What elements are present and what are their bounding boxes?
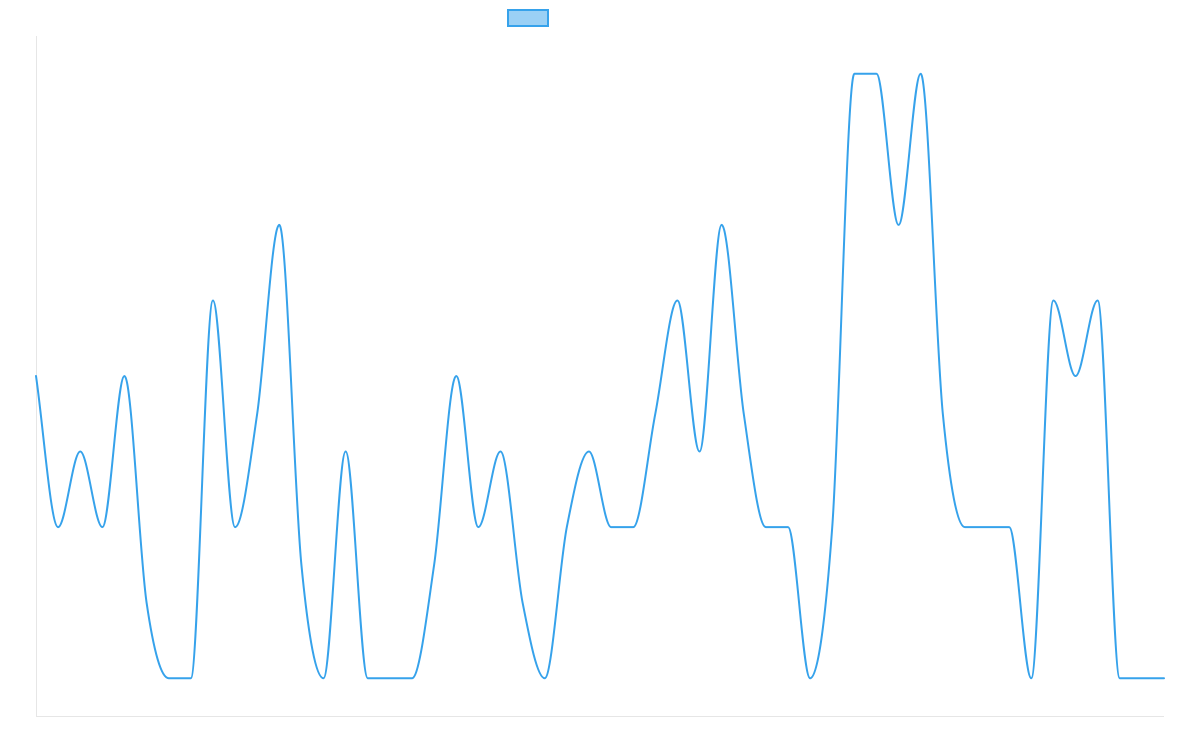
data-point[interactable]: [585, 448, 593, 456]
data-point[interactable]: [474, 523, 482, 531]
data-point[interactable]: [1005, 523, 1013, 531]
data-point[interactable]: [32, 372, 40, 380]
data-point[interactable]: [120, 372, 128, 380]
data-point[interactable]: [806, 674, 814, 682]
data-point[interactable]: [54, 523, 62, 531]
data-point[interactable]: [850, 70, 858, 78]
data-point[interactable]: [76, 448, 84, 456]
legend[interactable]: [507, 9, 549, 27]
data-point[interactable]: [939, 410, 947, 418]
data-point[interactable]: [718, 221, 726, 229]
data-point[interactable]: [275, 221, 283, 229]
data-point[interactable]: [740, 410, 748, 418]
data-point[interactable]: [253, 410, 261, 418]
data-point[interactable]: [762, 523, 770, 531]
data-point[interactable]: [452, 372, 460, 380]
data-point[interactable]: [917, 70, 925, 78]
series-layer: [32, 70, 1168, 682]
data-point[interactable]: [983, 523, 991, 531]
data-point[interactable]: [1116, 674, 1124, 682]
data-point[interactable]: [651, 410, 659, 418]
data-point[interactable]: [828, 523, 836, 531]
data-point[interactable]: [1160, 674, 1168, 682]
data-point[interactable]: [297, 561, 305, 569]
data-point[interactable]: [673, 296, 681, 304]
data-point[interactable]: [1027, 674, 1035, 682]
data-point[interactable]: [320, 674, 328, 682]
data-point[interactable]: [231, 523, 239, 531]
data-point[interactable]: [496, 448, 504, 456]
data-point[interactable]: [342, 448, 350, 456]
data-point[interactable]: [961, 523, 969, 531]
data-point[interactable]: [386, 674, 394, 682]
data-point[interactable]: [1072, 372, 1080, 380]
data-point[interactable]: [1049, 296, 1057, 304]
data-point[interactable]: [872, 70, 880, 78]
data-point[interactable]: [895, 221, 903, 229]
data-point[interactable]: [629, 523, 637, 531]
data-point[interactable]: [1138, 674, 1146, 682]
data-point[interactable]: [541, 674, 549, 682]
data-point[interactable]: [1094, 296, 1102, 304]
data-point[interactable]: [784, 523, 792, 531]
data-point[interactable]: [143, 599, 151, 607]
data-point[interactable]: [430, 561, 438, 569]
data-point[interactable]: [209, 296, 217, 304]
data-point[interactable]: [187, 674, 195, 682]
series-line: [35, 72, 1165, 680]
data-point[interactable]: [165, 674, 173, 682]
data-point[interactable]: [98, 523, 106, 531]
data-point[interactable]: [519, 599, 527, 607]
data-point[interactable]: [408, 674, 416, 682]
data-point[interactable]: [607, 523, 615, 531]
data-point[interactable]: [563, 523, 571, 531]
data-point[interactable]: [696, 448, 704, 456]
data-point[interactable]: [364, 674, 372, 682]
legend-swatch[interactable]: [507, 9, 549, 27]
